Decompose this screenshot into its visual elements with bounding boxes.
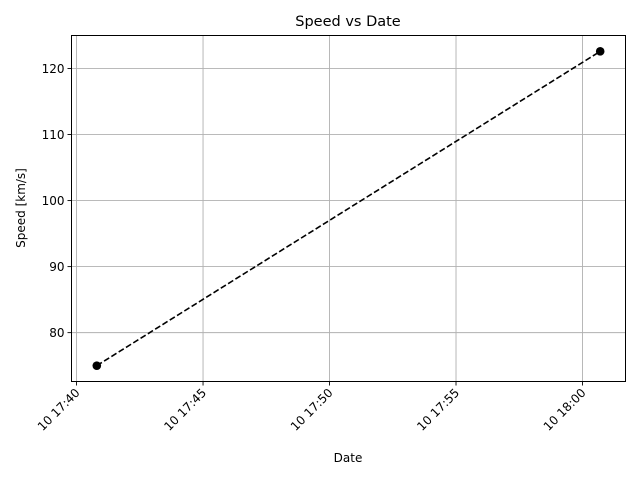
- y-axis-label: Speed [km/s]: [14, 168, 28, 248]
- x-axis: 10 17:40 10 17:45 10 17:50 10 17:55 10 18:00: [35, 381, 589, 434]
- x-axis-label: Date: [334, 451, 363, 465]
- y-tick-label: 110: [42, 128, 65, 142]
- x-tick-label: 10 18:00: [541, 386, 589, 434]
- grid: [71, 35, 626, 382]
- y-tick-label: 100: [42, 194, 65, 208]
- y-tick-label: 120: [42, 62, 65, 76]
- y-axis: 80 90 100 110 120: [42, 62, 72, 340]
- x-tick-label: 10 17:50: [288, 386, 336, 434]
- series-line: [96, 50, 601, 367]
- data-point: [92, 361, 102, 370]
- x-tick-label: 10 17:40: [35, 386, 83, 434]
- y-tick-label: 90: [49, 260, 64, 274]
- series-speed: [92, 47, 605, 370]
- y-tick-label: 80: [49, 326, 64, 340]
- x-tick-label: 10 17:55: [414, 386, 462, 434]
- chart-title: Speed vs Date: [295, 14, 401, 30]
- data-point: [595, 47, 605, 56]
- plot-frame: [71, 35, 626, 382]
- x-tick-label: 10 17:45: [161, 386, 209, 434]
